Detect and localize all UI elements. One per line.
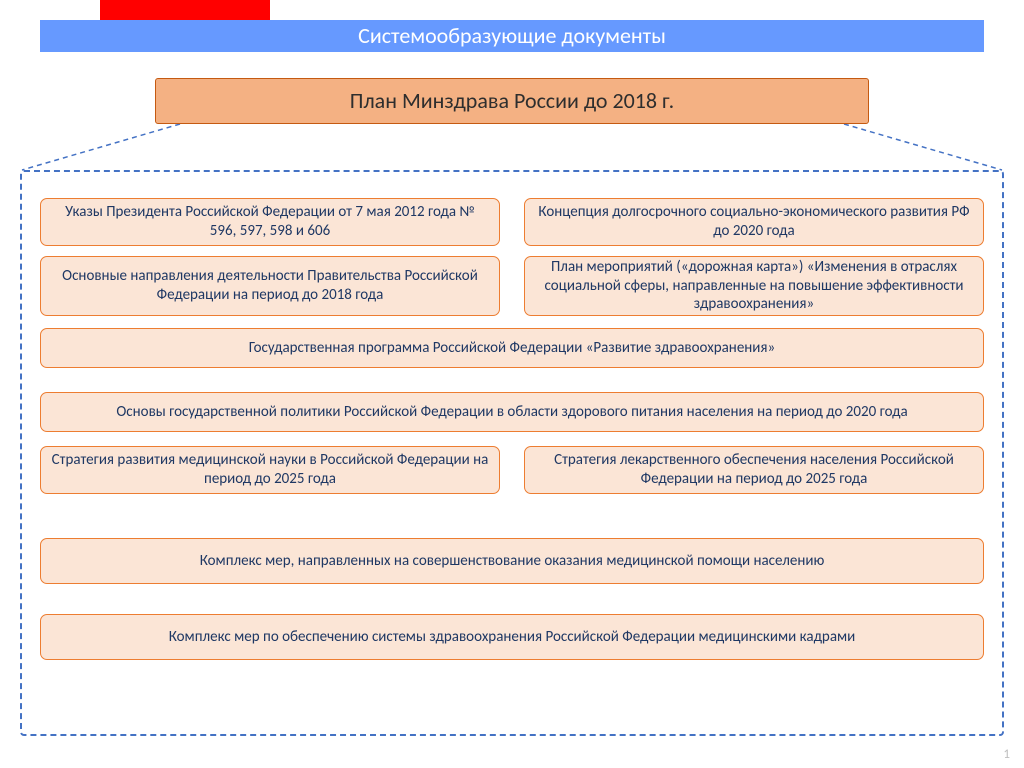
- page-number: 1: [1003, 747, 1010, 762]
- card-text: Комплекс мер, направленных на совершенст…: [200, 552, 825, 571]
- card-medcare-improvement: Комплекс мер, направленных на совершенст…: [40, 538, 984, 584]
- red-tab: [100, 0, 270, 20]
- card-med-science-2025: Стратегия развития медицинской науки в Р…: [40, 446, 500, 494]
- card-medical-personnel: Комплекс мер по обеспечению системы здра…: [40, 614, 984, 660]
- card-text: Стратегия лекарственного обеспечения нас…: [535, 451, 973, 489]
- card-text: Основы государственной политики Российск…: [116, 403, 907, 422]
- card-text: Комплекс мер по обеспечению системы здра…: [169, 628, 856, 647]
- card-state-program: Государственная программа Российской Фед…: [40, 328, 984, 368]
- main-plan-label: План Минздрава России до 2018 г.: [350, 87, 674, 114]
- card-drug-supply-2025: Стратегия лекарственного обеспечения нас…: [524, 446, 984, 494]
- connector-lines: [0, 124, 1024, 172]
- card-nutrition-policy-2020: Основы государственной политики Российск…: [40, 392, 984, 432]
- card-text: План мероприятий («дорожная карта») «Изм…: [535, 258, 973, 314]
- card-text: Указы Президента Российской Федерации от…: [51, 203, 489, 241]
- card-text: Государственная программа Российской Фед…: [249, 339, 775, 358]
- card-text: Основные направления деятельности Правит…: [51, 267, 489, 305]
- card-text: Концепция долгосрочного социально-эконом…: [535, 203, 973, 241]
- page-title: Системообразующие документы: [358, 22, 666, 49]
- main-plan-box: План Минздрава России до 2018 г.: [155, 78, 869, 124]
- card-gov-directions-2018: Основные направления деятельности Правит…: [40, 256, 500, 316]
- card-concept-2020: Концепция долгосрочного социально-эконом…: [524, 198, 984, 246]
- card-decrees-2012: Указы Президента Российской Федерации от…: [40, 198, 500, 246]
- page-title-bar: Системообразующие документы: [40, 20, 984, 52]
- card-roadmap: План мероприятий («дорожная карта») «Изм…: [524, 256, 984, 316]
- card-text: Стратегия развития медицинской науки в Р…: [51, 451, 489, 489]
